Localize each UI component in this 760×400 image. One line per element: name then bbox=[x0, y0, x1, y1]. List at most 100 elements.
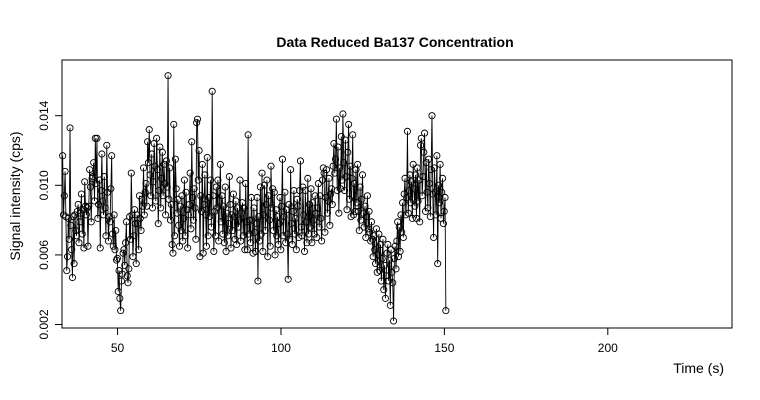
data-point bbox=[354, 207, 362, 215]
data-point bbox=[385, 277, 393, 285]
data-point bbox=[210, 247, 218, 255]
data-point bbox=[117, 307, 125, 315]
data-point bbox=[401, 174, 409, 182]
data-point bbox=[430, 164, 438, 172]
data-point bbox=[155, 186, 163, 195]
data-point bbox=[82, 211, 90, 219]
data-point bbox=[298, 232, 306, 240]
data-point bbox=[393, 237, 401, 245]
data-point bbox=[153, 134, 161, 142]
data-point bbox=[327, 190, 335, 198]
data-point bbox=[330, 139, 338, 148]
data-point bbox=[235, 216, 243, 224]
data-point bbox=[422, 159, 430, 167]
data-point bbox=[336, 164, 344, 172]
data-point bbox=[99, 197, 107, 205]
data-point bbox=[256, 237, 264, 245]
data-point bbox=[264, 253, 272, 261]
data-point bbox=[411, 202, 419, 210]
y-tick-label: 0.014 bbox=[37, 100, 51, 130]
data-point bbox=[252, 220, 260, 228]
data-point bbox=[277, 246, 285, 254]
series-points bbox=[59, 72, 450, 325]
data-point bbox=[420, 148, 428, 156]
chart-title: Data Reduced Ba137 Concentration bbox=[276, 34, 513, 50]
data-point bbox=[145, 126, 153, 134]
data-point bbox=[372, 260, 380, 268]
data-point bbox=[171, 155, 179, 163]
data-point bbox=[303, 239, 311, 247]
data-point bbox=[396, 247, 404, 255]
data-point bbox=[125, 265, 133, 273]
data-point bbox=[223, 209, 231, 217]
data-point bbox=[414, 197, 422, 205]
data-point bbox=[94, 214, 102, 222]
x-axis-label: Time (s) bbox=[673, 360, 724, 376]
data-point bbox=[311, 192, 319, 200]
data-point bbox=[276, 193, 284, 202]
data-point bbox=[108, 152, 116, 160]
data-point bbox=[362, 233, 370, 242]
data-point bbox=[349, 211, 358, 219]
data-point bbox=[287, 166, 295, 174]
data-point bbox=[356, 183, 364, 191]
data-point bbox=[419, 173, 427, 181]
data-point bbox=[109, 242, 117, 250]
data-point bbox=[77, 190, 85, 198]
data-point bbox=[112, 226, 120, 235]
data-point bbox=[278, 155, 287, 163]
data-point bbox=[186, 169, 194, 177]
data-point bbox=[177, 226, 185, 235]
x-axis: 50 100 150 200 bbox=[111, 328, 618, 355]
data-point bbox=[381, 261, 389, 269]
data-point bbox=[340, 186, 349, 195]
plot-area-frame bbox=[61, 59, 733, 329]
data-point bbox=[229, 226, 237, 235]
data-point bbox=[389, 279, 397, 287]
data-point bbox=[251, 247, 260, 255]
y-axis-label: Signal intensity (cps) bbox=[7, 131, 23, 260]
data-point bbox=[218, 192, 226, 200]
data-point bbox=[206, 213, 214, 221]
y-axis: 0.002 0.006 0.010 0.014 bbox=[37, 100, 62, 340]
data-point bbox=[369, 253, 377, 261]
data-point bbox=[433, 152, 441, 160]
data-point bbox=[122, 218, 130, 226]
data-point bbox=[60, 192, 68, 200]
data-point bbox=[430, 233, 438, 242]
data-point bbox=[399, 233, 407, 242]
data-point bbox=[374, 251, 382, 259]
data-point bbox=[352, 166, 360, 174]
data-point bbox=[244, 131, 252, 139]
data-point bbox=[63, 267, 71, 275]
data-point bbox=[220, 239, 228, 247]
data-point bbox=[365, 207, 373, 215]
data-point bbox=[379, 235, 387, 243]
data-point bbox=[178, 192, 186, 200]
data-point bbox=[66, 124, 74, 132]
data-point bbox=[290, 186, 298, 195]
data-point bbox=[432, 211, 440, 219]
data-point bbox=[93, 134, 101, 142]
data-point bbox=[86, 166, 94, 174]
data-point bbox=[279, 232, 287, 240]
data-point bbox=[428, 112, 436, 120]
data-point bbox=[127, 169, 135, 177]
data-point bbox=[364, 225, 372, 233]
data-point bbox=[325, 174, 333, 182]
data-point bbox=[221, 183, 229, 191]
data-point bbox=[167, 200, 175, 208]
data-point bbox=[318, 237, 326, 245]
data-point bbox=[280, 213, 288, 221]
data-point bbox=[176, 202, 184, 210]
data-point bbox=[74, 200, 82, 208]
data-point bbox=[380, 286, 388, 294]
data-point bbox=[61, 167, 69, 175]
data-point bbox=[129, 253, 137, 261]
data-point bbox=[271, 251, 279, 259]
data-point bbox=[100, 173, 108, 181]
data-point bbox=[203, 153, 211, 161]
data-point bbox=[81, 178, 89, 186]
data-point bbox=[233, 240, 241, 249]
